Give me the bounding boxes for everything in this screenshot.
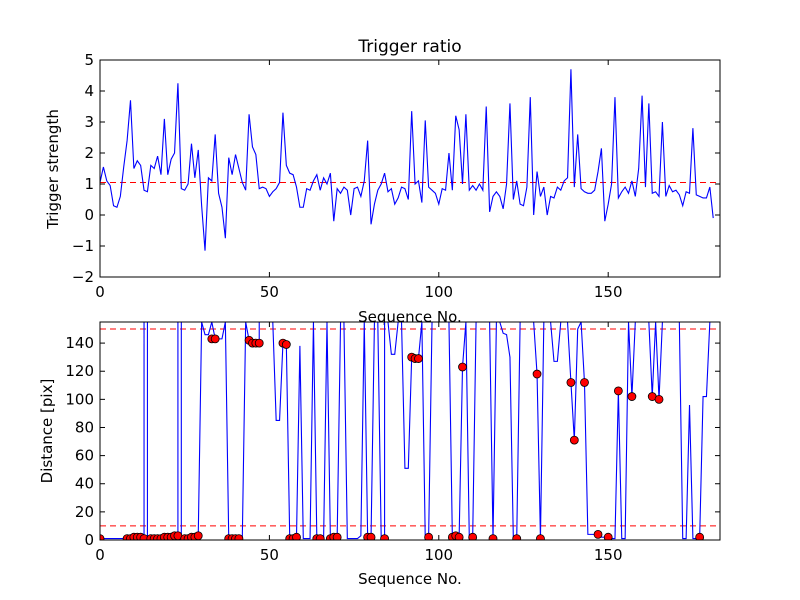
- distance-marker: [695, 532, 705, 540]
- distance-y-tick-label: 40: [75, 475, 94, 493]
- trigger-x-tick-label: 50: [260, 283, 279, 301]
- distance-marker: [654, 394, 664, 404]
- distance-axis-ticks: 0 50 100 150 0 20 40 60 80 100 120 140: [65, 322, 720, 564]
- distance-y-tick-label: 100: [65, 390, 94, 408]
- distance-marker: [580, 378, 589, 387]
- distance-x-tick-label: 0: [95, 546, 105, 564]
- trigger-y-tick-label: 0: [84, 206, 94, 224]
- trigger-y-tick-label: 2: [84, 144, 94, 162]
- distance-y-tick-label: 0: [84, 531, 94, 549]
- trigger-y-tick-label: −2: [72, 268, 94, 286]
- distance-marker: [292, 532, 301, 540]
- distance-series: [100, 322, 720, 540]
- trigger-x-axis-label: Sequence No.: [358, 308, 462, 326]
- distance-marker: [234, 534, 244, 540]
- trigger-plot-frame: [99, 59, 721, 278]
- distance-marker: [193, 531, 203, 540]
- trigger-x-tick-label: 0: [95, 283, 105, 301]
- distance-marker: [566, 378, 576, 387]
- trigger-strength-line: [100, 69, 714, 251]
- trigger-y-tick-label: 1: [84, 175, 94, 193]
- distance-plot-frame: [99, 321, 721, 541]
- distance-marker: [315, 534, 325, 540]
- distance-marker: [593, 529, 603, 539]
- distance-marker: [458, 362, 467, 372]
- distance-marker: [100, 534, 105, 540]
- trigger-y-tick-label: 5: [84, 51, 94, 69]
- distance-marker: [512, 534, 522, 540]
- trigger-y-tick-label: 3: [84, 113, 94, 131]
- distance-marker: [380, 534, 389, 540]
- distance-marker: [424, 532, 434, 540]
- distance-marker: [454, 532, 464, 540]
- distance-x-tick-label: 100: [424, 546, 453, 564]
- distance-marker: [613, 386, 623, 396]
- trigger-axis-ticks: 0 50 100 150 −2 −1 0 1 2 3 4 5: [72, 51, 720, 301]
- distance-y-tick-label: 20: [75, 503, 94, 521]
- distance-marker: [254, 338, 264, 348]
- distance-x-axis-label: Sequence No.: [358, 570, 462, 588]
- distance-marker: [468, 532, 478, 540]
- chart-title: Trigger ratio: [357, 37, 461, 57]
- distance-y-tick-label: 60: [75, 447, 94, 465]
- distance-marker: [414, 354, 423, 363]
- distance-marker: [281, 340, 291, 349]
- trigger-y-axis-label: Trigger strength: [44, 109, 62, 230]
- distance-plot: 0 50 100 150 0 20 40 60 80 100 120 140 Sequence No.…: [38, 321, 721, 588]
- trigger-y-tick-label: 4: [84, 82, 94, 100]
- distance-marker: [488, 534, 498, 540]
- distance-marker: [603, 532, 613, 540]
- trigger-x-tick-label: 150: [594, 283, 623, 301]
- distance-marker: [627, 392, 637, 401]
- trigger-y-tick-label: −1: [72, 237, 94, 255]
- distance-y-tick-label: 120: [65, 362, 94, 380]
- trigger-series: [100, 69, 720, 251]
- trigger-x-tick-label: 100: [424, 283, 453, 301]
- distance-y-axis-label: Distance [pix]: [38, 379, 56, 484]
- distance-marker: [366, 532, 376, 540]
- distance-x-tick-label: 50: [260, 546, 279, 564]
- distance-y-tick-label: 140: [65, 334, 94, 352]
- distance-marker: [532, 369, 542, 379]
- distance-x-tick-label: 150: [594, 546, 623, 564]
- distance-marker: [569, 435, 579, 445]
- distance-marker: [536, 534, 545, 540]
- distance-y-tick-label: 80: [75, 418, 94, 436]
- distance-marker: [210, 334, 220, 344]
- distance-marker: [332, 532, 342, 540]
